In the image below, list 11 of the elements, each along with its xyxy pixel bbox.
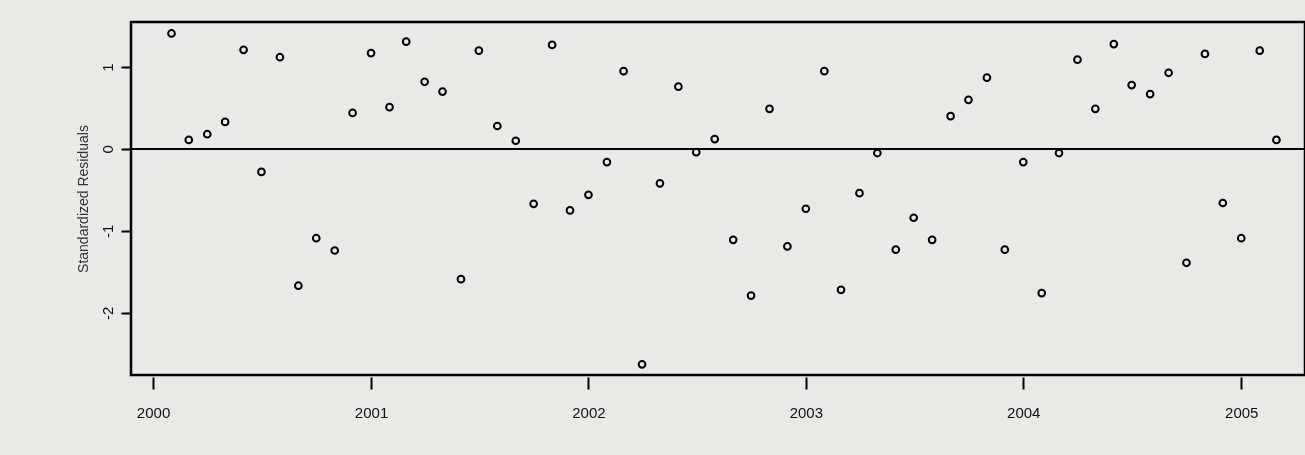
y-tick-label: 1: [98, 63, 116, 72]
y-tick-label: -1: [98, 224, 116, 239]
y-axis-title: Standardized Residuals: [74, 125, 91, 273]
y-tick-label: 0: [98, 145, 116, 154]
x-tick-label: 2004: [1007, 403, 1041, 421]
x-tick-label: 2000: [136, 403, 171, 421]
x-tick-label: 2005: [1225, 403, 1259, 421]
x-tick-label: 2002: [572, 403, 606, 421]
x-tick-label: 2001: [354, 403, 389, 421]
x-tick-label: 2003: [789, 403, 824, 421]
y-tick-label: -2: [98, 306, 116, 320]
